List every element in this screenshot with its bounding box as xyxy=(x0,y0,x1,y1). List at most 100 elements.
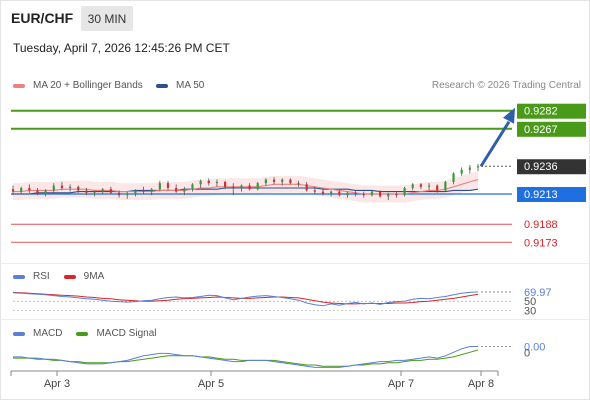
candle-body xyxy=(395,194,398,196)
candle-body xyxy=(11,189,15,192)
candle-body xyxy=(379,191,382,197)
candle-body xyxy=(109,189,112,193)
symbol-title: EUR/CHF xyxy=(11,10,74,26)
timeframe-button[interactable]: 30 MIN xyxy=(81,6,133,31)
rsi-line xyxy=(12,291,479,307)
candle-body xyxy=(101,189,104,192)
candle-body xyxy=(411,184,414,188)
candle-body xyxy=(191,184,194,190)
candle-body xyxy=(264,179,267,184)
candle-body xyxy=(281,179,284,182)
candle-body xyxy=(158,183,161,190)
candle-body xyxy=(117,192,121,196)
candle-body xyxy=(436,185,439,191)
legend-macd-label: MACD xyxy=(33,328,63,339)
candle-body xyxy=(460,169,463,174)
pivot-price-label: 0.9213 xyxy=(524,189,558,201)
candle-body xyxy=(305,184,308,191)
candle-body xyxy=(338,191,341,196)
divider-rsi xyxy=(0,263,590,264)
candle-body xyxy=(207,180,210,184)
support-price-label: 0.9188 xyxy=(524,219,558,231)
ma20-line xyxy=(13,178,479,195)
candle-body xyxy=(60,185,64,188)
macd-signal-line xyxy=(13,349,479,367)
candle-body xyxy=(232,186,235,188)
macd-tick-label: 0 xyxy=(524,347,530,359)
rsi-ma-swatch-icon xyxy=(63,274,76,279)
copyright-note: Research © 2026 Trading Central xyxy=(431,80,581,91)
projection-arrow-icon xyxy=(503,107,515,124)
legend-macd-signal-label: MACD Signal xyxy=(96,328,157,339)
divider-macd xyxy=(0,319,590,320)
candle-body xyxy=(85,190,88,193)
legend-rsi-label: RSI xyxy=(33,271,50,282)
ma20-swatch-icon xyxy=(13,83,25,88)
candle-body xyxy=(321,191,325,195)
candle-body xyxy=(36,190,39,195)
candle-body xyxy=(93,191,96,193)
candle-body xyxy=(272,179,276,182)
candle-body xyxy=(150,189,153,192)
candle-body xyxy=(297,183,300,185)
candle-body xyxy=(370,191,374,196)
candle-body xyxy=(427,185,431,187)
candle-body xyxy=(354,192,357,195)
legend-ma20: MA 20 + Bollinger Bands xyxy=(13,80,143,91)
legend-rsi-ma-label: 9MA xyxy=(83,271,105,282)
candle-body xyxy=(134,190,137,195)
rsi-tick-label: 50 xyxy=(524,296,536,308)
candle-body xyxy=(20,187,23,192)
candle-body xyxy=(476,166,480,168)
macd-line xyxy=(13,346,478,368)
legend-ma20-label: MA 20 + Bollinger Bands xyxy=(33,80,143,91)
resistance-price-label: 0.9282 xyxy=(524,106,558,118)
resistance-price-label: 0.9267 xyxy=(524,124,558,136)
legend-macd: MACD MACD Signal xyxy=(13,328,156,339)
ma50-swatch-icon xyxy=(156,83,168,88)
macd-tick-label: 0.00 xyxy=(524,341,545,353)
candle-body xyxy=(44,190,47,195)
candle-body xyxy=(183,189,186,192)
candle-body xyxy=(28,187,31,191)
time-axis-label: Apr 7 xyxy=(388,378,414,390)
last-price-tag xyxy=(517,159,586,175)
candle-body xyxy=(77,186,80,191)
candle-body xyxy=(224,181,227,187)
candle-body xyxy=(289,179,292,184)
candle-body xyxy=(166,183,170,188)
pivot-price-tag xyxy=(517,187,586,203)
candle-body xyxy=(69,186,72,188)
candle-body xyxy=(126,194,129,196)
resistance-price-tag xyxy=(517,103,586,119)
time-axis-label: Apr 3 xyxy=(44,378,70,390)
datetime-label: Tuesday, April 7, 2026 12:45:26 PM CET xyxy=(13,41,230,55)
candle-body xyxy=(248,185,251,190)
candle-body xyxy=(419,184,422,187)
candle-body xyxy=(452,173,455,182)
macd-signal-swatch-icon xyxy=(76,331,89,336)
rsi-ma-line xyxy=(12,291,479,305)
resistance-price-tag xyxy=(517,121,586,137)
candle-body xyxy=(468,167,471,170)
time-axis-label: Apr 5 xyxy=(198,378,224,390)
rsi-swatch-icon xyxy=(13,274,25,279)
candle-body xyxy=(175,187,178,192)
candle-body xyxy=(387,194,390,197)
legend-ma50: MA 50 xyxy=(156,80,204,91)
legend-rsi: RSI 9MA xyxy=(13,271,104,282)
candle-body xyxy=(52,185,55,191)
time-axis-label: Apr 8 xyxy=(468,378,494,390)
candle-body xyxy=(199,180,202,185)
ma50-line xyxy=(13,187,479,195)
rsi-tick-label: 69.97 xyxy=(524,287,552,299)
candle-body xyxy=(330,191,333,195)
candle-body xyxy=(215,181,219,184)
candle-body xyxy=(346,192,349,196)
projection-arrow-shaft xyxy=(479,120,511,168)
candle-body xyxy=(444,181,447,191)
candle-body xyxy=(142,190,145,192)
candle-body xyxy=(256,183,259,190)
legend-ma50-label: MA 50 xyxy=(176,80,205,91)
